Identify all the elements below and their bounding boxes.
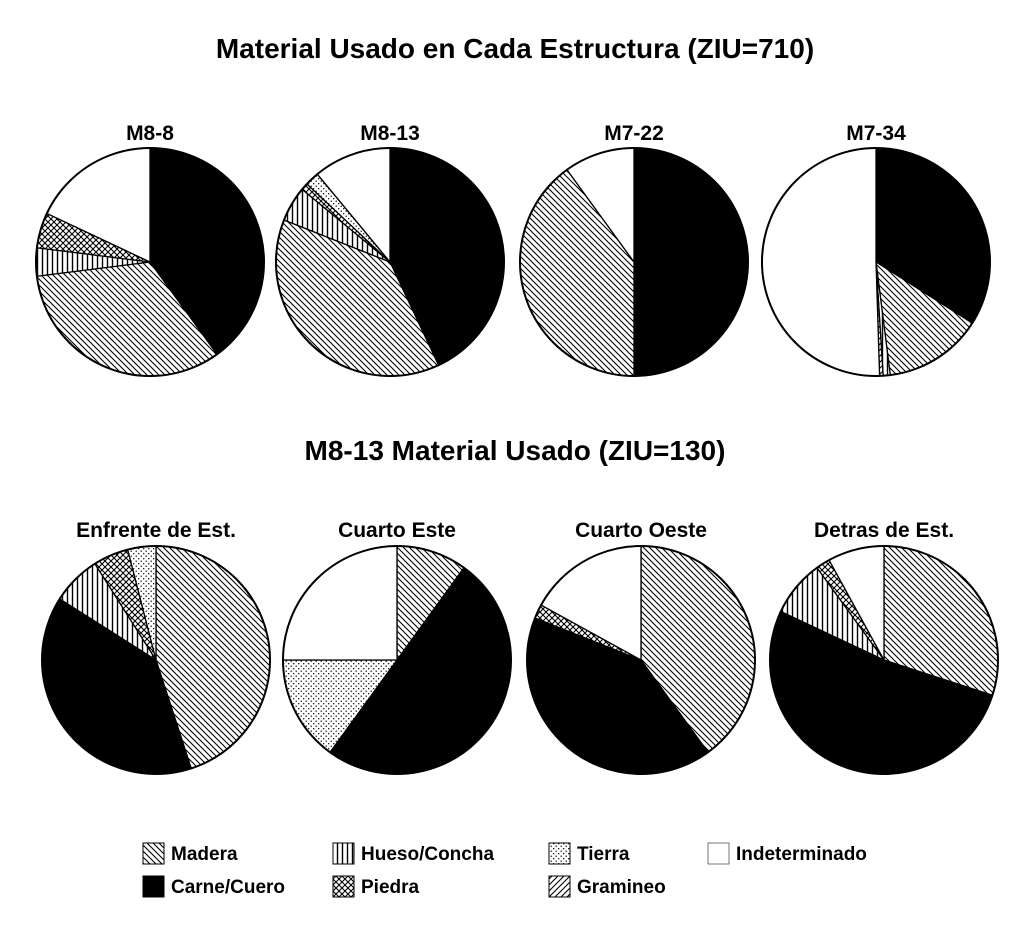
legend-label: Madera [171, 844, 238, 865]
legend-label: Gramineo [577, 877, 666, 898]
legend-swatch [548, 875, 571, 898]
chart-title-bottom: M8-13 Material Usado (ZIU=130) [305, 435, 726, 466]
pie-title: Detras de Est. [814, 519, 954, 542]
chart-title-top: Material Usado en Cada Estructura (ZIU=7… [216, 33, 814, 64]
legend-item-hueso: Hueso/Concha [332, 842, 494, 865]
pie-outline [761, 147, 991, 377]
legend-label: Piedra [361, 877, 420, 898]
pie-title: Enfrente de Est. [76, 519, 236, 542]
legend-item-tierra: Tierra [548, 842, 630, 865]
pie-cuarto-este: Cuarto Este [282, 519, 512, 775]
legend-item-gramineo: Gramineo [548, 875, 666, 898]
legend-item-indet: Indeterminado [707, 842, 867, 865]
pie-outline [275, 147, 505, 377]
pie-title: Cuarto Oeste [575, 519, 707, 542]
pie-outline [519, 147, 749, 377]
pie-outline [526, 545, 756, 775]
pie-outline [769, 545, 999, 775]
pie-m8-13: M8-13 [275, 122, 505, 377]
pie-enfrente-de-est: Enfrente de Est. [41, 519, 271, 775]
pie-slice-indet [761, 147, 881, 377]
pie-title: Cuarto Este [338, 519, 456, 542]
pie-outline [282, 545, 512, 775]
pie-outline [41, 545, 271, 775]
pie-slice-indet [282, 545, 398, 661]
legend-swatch [332, 842, 355, 865]
legend-item-madera: Madera [142, 842, 238, 865]
pie-title: M8-13 [360, 122, 420, 145]
pie-detras-de-est: Detras de Est. [769, 519, 999, 775]
pie-slice-carne [633, 147, 749, 377]
legend-label: Indeterminado [736, 844, 867, 865]
pie-m8-8: M8-8 [35, 122, 265, 377]
legend-label: Tierra [577, 844, 630, 865]
legend-swatch [707, 842, 730, 865]
pie-outline [35, 147, 265, 377]
legend-swatch [142, 842, 165, 865]
legend: Madera Carne/Cuero Hueso/Concha Piedra Tierr… [142, 842, 867, 898]
pie-title: M7-34 [846, 122, 906, 145]
pie-cuarto-oeste: Cuarto Oeste [526, 519, 756, 775]
legend-swatch [332, 875, 355, 898]
pie-m7-34: M7-34 [761, 122, 991, 377]
pie-title: M8-8 [126, 122, 174, 145]
legend-label: Carne/Cuero [171, 877, 285, 898]
pie-m7-22: M7-22 [519, 122, 749, 377]
legend-swatch [142, 875, 165, 898]
legend-swatch [548, 842, 571, 865]
legend-item-piedra: Piedra [332, 875, 420, 898]
legend-label: Hueso/Concha [361, 844, 494, 865]
legend-item-carne: Carne/Cuero [142, 875, 285, 898]
pie-title: M7-22 [604, 122, 664, 145]
